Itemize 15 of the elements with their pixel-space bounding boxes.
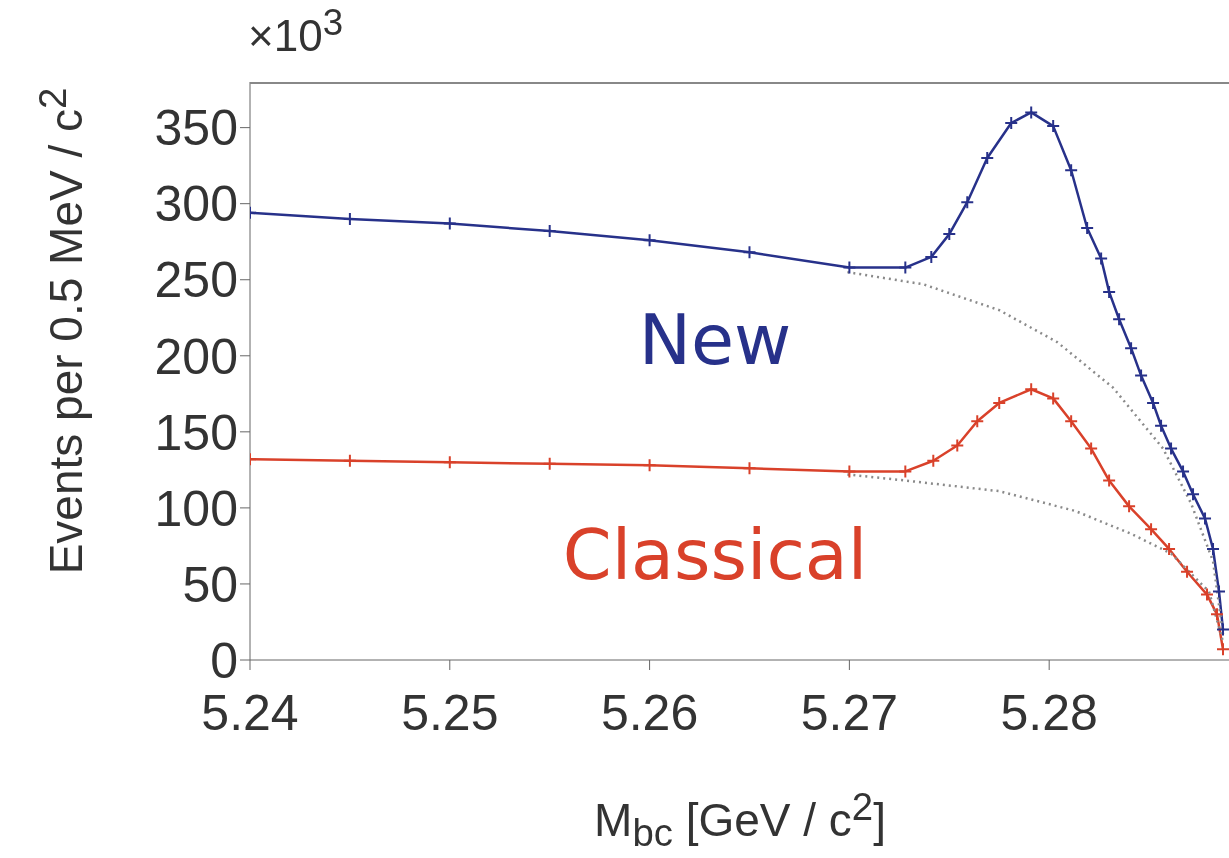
- x-tick-label: 5.26: [600, 684, 699, 741]
- y-tick-label: 350: [154, 100, 238, 157]
- x-axis-title: M$_{bc}$ [GeV / c$^{2}$]: [594, 784, 886, 856]
- x-tick-label: 5.27: [800, 684, 899, 741]
- x-tick-label: 5.28: [1000, 684, 1098, 741]
- y-tick-label: 100: [154, 480, 238, 537]
- series-label: New: [638, 299, 792, 381]
- x-tick-label: 5.25: [401, 684, 499, 741]
- y-tick-label: 250: [154, 252, 238, 309]
- y-tick-label: 200: [154, 328, 238, 385]
- y-tick-label: 300: [154, 176, 238, 233]
- series-label: Classical: [562, 514, 868, 596]
- text: ×10$^{3}$: [248, 2, 344, 61]
- y-tick-label: 50: [182, 556, 238, 613]
- y-tick-label: 150: [154, 404, 238, 461]
